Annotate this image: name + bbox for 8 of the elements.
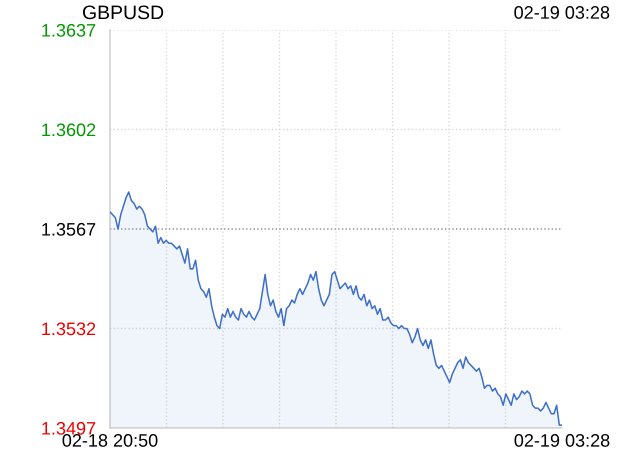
y-tick-label: 1.3532 xyxy=(42,322,96,336)
chart-title: GBPUSD xyxy=(82,5,164,20)
y-tick-label: 1.3567 xyxy=(42,222,96,236)
y-tick-label: 1.3497 xyxy=(42,422,96,435)
y-tick-label: 1.3637 xyxy=(42,24,96,37)
y-tick-label: 1.3602 xyxy=(42,123,96,136)
x-tick-label: 02-18 20:50 xyxy=(62,434,158,447)
text: 02-19 03:28 xyxy=(514,6,610,19)
